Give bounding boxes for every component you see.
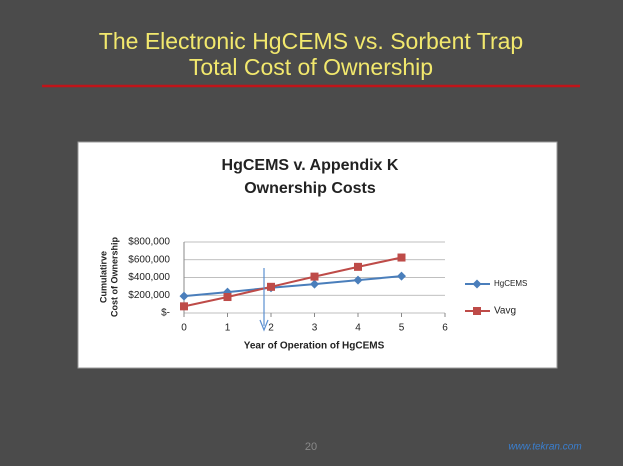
plot: $- $200,000 $400,000 $600,000 $800,000 0 1 2 3 4 5… <box>128 237 527 334</box>
marker <box>473 307 481 315</box>
y-tick-label: $400,000 <box>128 272 170 283</box>
slide-title: The Electronic HgCEMS vs. Sorbent Trap <box>99 28 523 54</box>
chart-title: Ownership Costs <box>244 180 376 197</box>
y-tick-label: $800,000 <box>128 237 170 248</box>
marker <box>353 275 363 285</box>
y-axis-label: Cumulatirve Cost of Ownership <box>98 237 119 318</box>
marker <box>267 282 275 291</box>
y-axis-label-line: Cumulatirve <box>98 251 108 303</box>
y-tick-label: $- <box>161 308 170 319</box>
marker <box>180 302 188 311</box>
x-tick-label: 3 <box>312 323 318 334</box>
x-tick-label: 2 <box>268 323 274 334</box>
marker <box>354 262 362 271</box>
x-tick-label: 0 <box>181 323 187 334</box>
url: www.tekran.com <box>508 442 581 453</box>
marker <box>397 271 406 281</box>
marker <box>310 272 319 281</box>
y-tick-label: $600,000 <box>128 254 170 265</box>
marker <box>179 291 189 301</box>
marker <box>223 293 232 302</box>
x-tick-label: 6 <box>442 323 448 334</box>
marker <box>472 279 482 289</box>
x-tick-label: 4 <box>355 323 361 334</box>
x-tick-label: 1 <box>225 323 231 334</box>
y-tick-label: $200,000 <box>128 290 170 301</box>
chart-title: HgCEMS v. Appendix K <box>222 157 399 174</box>
x-tick-label: 5 <box>399 323 405 334</box>
series-line <box>183 256 402 308</box>
chart-frame <box>77 141 558 369</box>
page-number: 20 <box>305 441 317 453</box>
legend-label: Vavg <box>494 306 516 317</box>
y-axis-label-line: Cost of Ownership <box>109 237 119 318</box>
annotation-arrowhead <box>259 319 269 332</box>
x-axis-label: Year of Operation of HgCEMS <box>244 341 385 352</box>
slide-title: Total Cost of Ownership <box>189 54 433 80</box>
marker <box>310 279 319 289</box>
series-line <box>183 275 402 298</box>
legend-label: HgCEMS <box>494 279 527 288</box>
marker <box>397 253 406 262</box>
